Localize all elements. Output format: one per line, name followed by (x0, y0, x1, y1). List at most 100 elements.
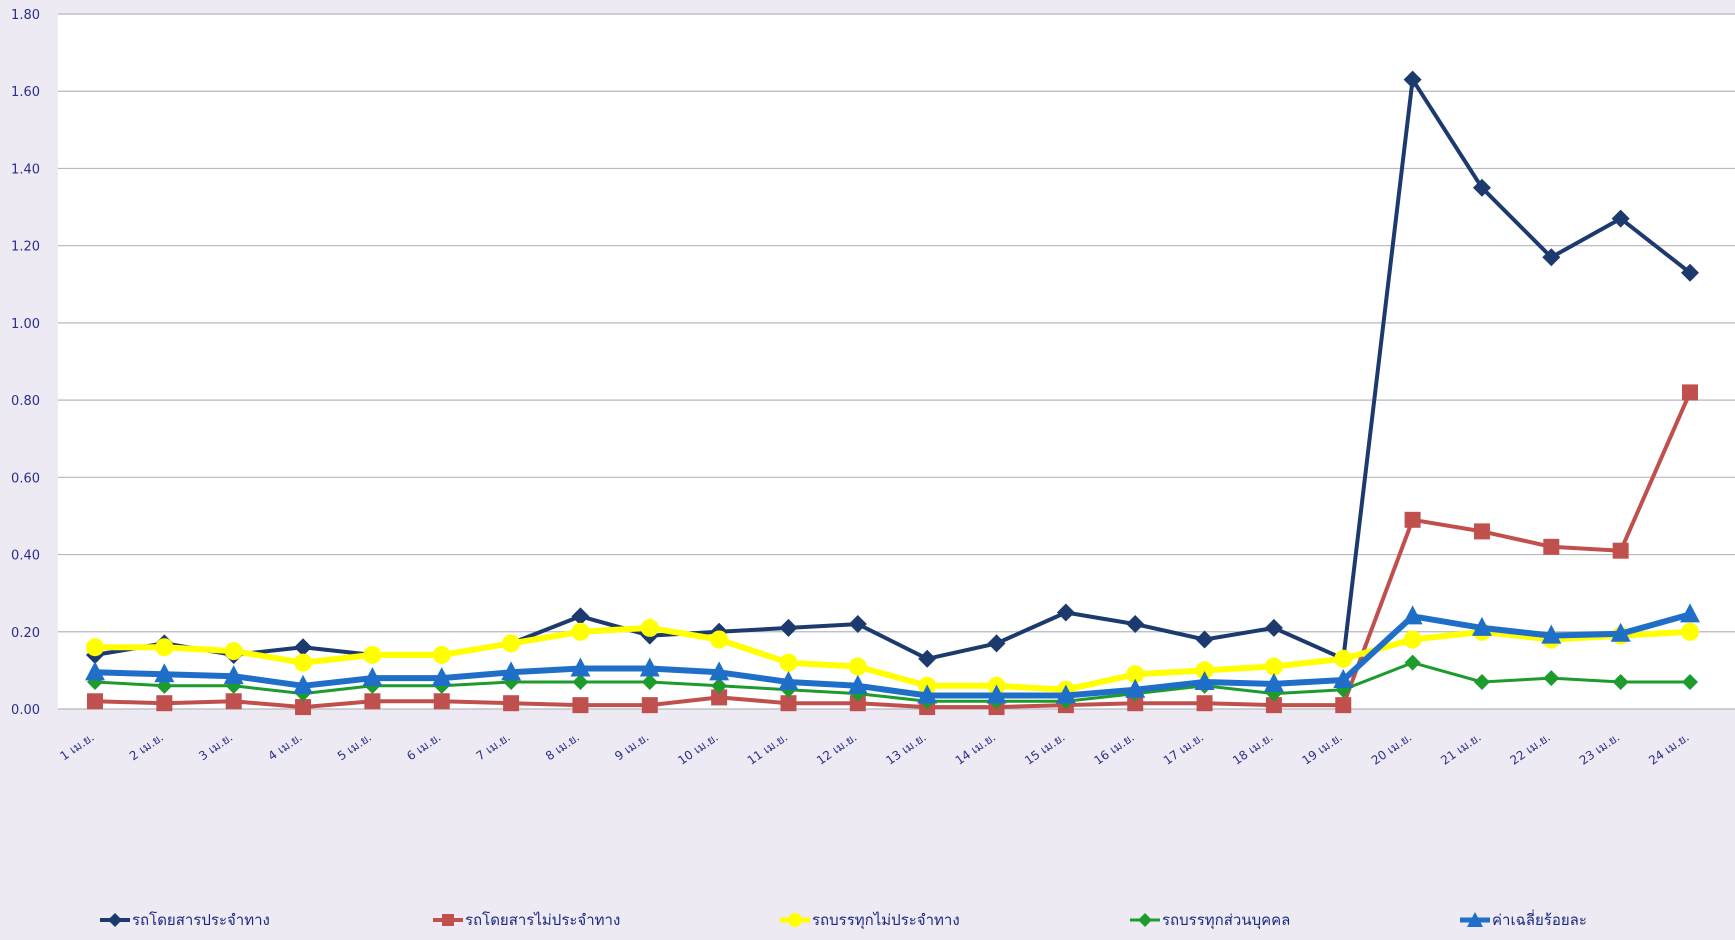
data-point (1265, 697, 1282, 714)
data-point (1681, 622, 1699, 641)
data-point (986, 684, 1007, 704)
series-line (94, 611, 1691, 699)
data-point (1196, 695, 1213, 712)
data-point (502, 634, 521, 653)
y-tick-label: 1.00 (11, 317, 40, 332)
data-point (1195, 630, 1214, 649)
data-point (1126, 665, 1145, 684)
data-point (1264, 618, 1283, 637)
y-tick-label: 0.20 (11, 626, 40, 641)
legend-label: ค่าเฉลี่ยร้อยละ (1492, 911, 1587, 929)
data-point (1125, 678, 1146, 698)
data-point (1056, 603, 1075, 622)
data-point (295, 699, 312, 716)
data-point (779, 618, 798, 637)
data-point (501, 661, 522, 681)
legend-swatch-diamond-icon (1130, 913, 1160, 927)
legend-item-series-3: รถบรรทุกไม่ประจำทาง (780, 905, 960, 935)
data-point (1403, 630, 1422, 649)
x-tick-label: 5 เม.ย. (335, 730, 374, 763)
data-point (711, 677, 728, 694)
data-point (848, 657, 867, 676)
data-point (1611, 209, 1630, 228)
data-point (294, 638, 313, 657)
data-point (363, 645, 382, 664)
data-point (639, 657, 660, 677)
data-point (225, 693, 242, 710)
data-point (1682, 384, 1698, 401)
data-point (1403, 70, 1422, 89)
data-point (1680, 603, 1700, 623)
x-tick-label: 1 เม.ย. (57, 730, 96, 763)
data-point (87, 693, 103, 710)
legend-swatch-triangle-icon (1460, 912, 1490, 927)
data-point (503, 695, 520, 712)
data-point (1194, 670, 1215, 690)
data-point (1195, 661, 1214, 680)
x-tick-label: 22 เม.ย. (1508, 730, 1554, 768)
data-point (85, 661, 105, 681)
data-point (1126, 615, 1145, 634)
data-point (778, 670, 799, 690)
series-line (94, 391, 1692, 710)
line-chart: 0.00 0.20 0.40 0.60 0.80 1.00 1.20 1.40 1.60 1.80… (11, 8, 1735, 768)
data-point (918, 649, 937, 668)
legend-label: รถโดยสารประจำทาง (132, 911, 270, 929)
plot-background (58, 14, 1735, 709)
data-point (1264, 657, 1283, 676)
legend-label: รถบรรทุกไม่ประจำทาง (812, 911, 960, 929)
x-tick-label: 19 เม.ย. (1299, 730, 1345, 768)
x-tick-label: 4 เม.ย. (266, 730, 305, 763)
legend-item-series-2: รถโดยสารไม่ประจำทาง (433, 905, 620, 935)
data-point (1404, 654, 1421, 671)
data-point (1541, 624, 1562, 644)
data-point (571, 622, 590, 641)
data-point (780, 695, 797, 712)
y-tick-label: 0.00 (11, 703, 40, 718)
x-tick-label: 14 เม.ย. (953, 730, 999, 768)
data-point (1335, 697, 1352, 714)
data-point (223, 665, 244, 685)
x-tick-label: 6 เม.ย. (404, 730, 443, 763)
data-point (641, 697, 658, 714)
chart-legend: รถโดยสารประจำทาง รถโดยสารไม่ประจำทาง รถบ… (0, 905, 1735, 935)
y-tick-label: 0.60 (11, 471, 40, 486)
x-tick-label: 7 เม.ย. (474, 730, 513, 763)
y-tick-label: 0.80 (11, 394, 40, 409)
series-line (95, 624, 1691, 693)
y-tick-label: 1.60 (11, 85, 40, 100)
y-tick-label: 0.40 (11, 549, 40, 564)
data-point (848, 615, 867, 634)
data-point (1610, 622, 1631, 642)
data-point (1334, 649, 1353, 668)
data-point (571, 607, 590, 626)
data-point (294, 653, 313, 672)
data-point (1471, 616, 1492, 636)
data-point (1472, 178, 1491, 197)
legend-swatch-square-icon (433, 914, 463, 926)
data-point (1542, 248, 1561, 267)
legend-item-series-5: ค่าเฉลี่ยร้อยละ (1460, 905, 1587, 935)
x-tick-label: 16 เม.ย. (1091, 730, 1137, 768)
data-point (1612, 542, 1629, 559)
data-point (433, 693, 450, 710)
x-tick-label: 9 เม.ย. (612, 730, 651, 763)
legend-item-series-1: รถโดยสารประจำทาง (100, 905, 270, 935)
data-point (917, 684, 938, 704)
data-point (155, 638, 174, 657)
data-point (154, 663, 175, 683)
data-point (641, 673, 658, 690)
x-tick-label: 24 เม.ย. (1646, 730, 1692, 768)
data-point (1127, 695, 1144, 712)
x-tick-label: 11 เม.ย. (745, 730, 791, 768)
y-tick-label: 1.40 (11, 162, 40, 177)
x-tick-label: 2 เม.ย. (127, 730, 166, 763)
x-tick-label: 18 เม.ย. (1230, 730, 1276, 768)
data-point (572, 673, 589, 690)
data-point (709, 661, 730, 681)
x-tick-label: 12 เม.ย. (814, 730, 860, 768)
data-point (293, 674, 314, 694)
data-point (1612, 673, 1629, 690)
legend-label: รถโดยสารไม่ประจำทาง (465, 911, 621, 929)
